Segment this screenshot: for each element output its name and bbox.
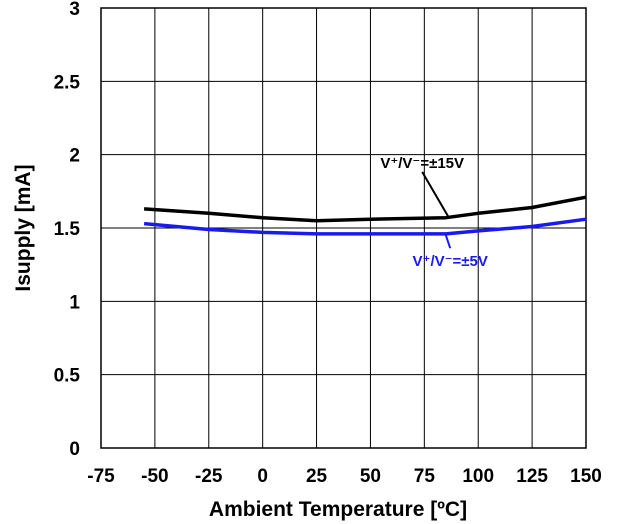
annotation-leader-0 [421, 171, 449, 217]
y-axis-label: Isupply [mA] [12, 164, 35, 291]
annotation-label-0: V⁺/V⁻=±15V [380, 155, 464, 172]
x-tick-label: 50 [360, 466, 381, 487]
y-tick-label: 0.5 [54, 366, 81, 387]
x-tick-label: 25 [306, 466, 328, 487]
x-tick-label: 75 [414, 466, 436, 487]
y-tick-label: 1.5 [54, 219, 81, 240]
x-tick-label: 100 [462, 466, 494, 487]
y-tick-label: 2.5 [54, 72, 81, 93]
y-tick-label: 2 [69, 146, 80, 167]
y-tick-labels: 0 0.5 1 1.5 2 2.5 3 [54, 0, 81, 460]
series-lines [143, 195, 587, 236]
y-tick-label: 1 [69, 292, 80, 313]
annotations: V⁺/V⁻=±15V V⁺/V⁻=±5V [380, 155, 488, 270]
y-tick-label: 0 [69, 439, 80, 460]
x-tick-label: 125 [516, 466, 548, 487]
y-tick-label: 3 [69, 0, 80, 20]
x-tick-label: -50 [141, 466, 168, 487]
x-tick-label: -25 [195, 466, 223, 487]
x-axis-label: Ambient Temperature [ºC] [209, 498, 467, 521]
annotation-leader-1 [444, 235, 452, 249]
plot-frame [100, 7, 587, 449]
x-tick-labels: -75 -50 -25 0 25 50 75 100 125 150 [87, 466, 602, 487]
x-tick-label: -75 [87, 466, 115, 487]
annotation-label-1: V⁺/V⁻=±5V [413, 253, 488, 270]
series-line-0 [143, 195, 587, 223]
series-line-1 [143, 217, 587, 236]
x-tick-label: 0 [257, 466, 268, 487]
x-tick-label: 150 [570, 466, 602, 487]
